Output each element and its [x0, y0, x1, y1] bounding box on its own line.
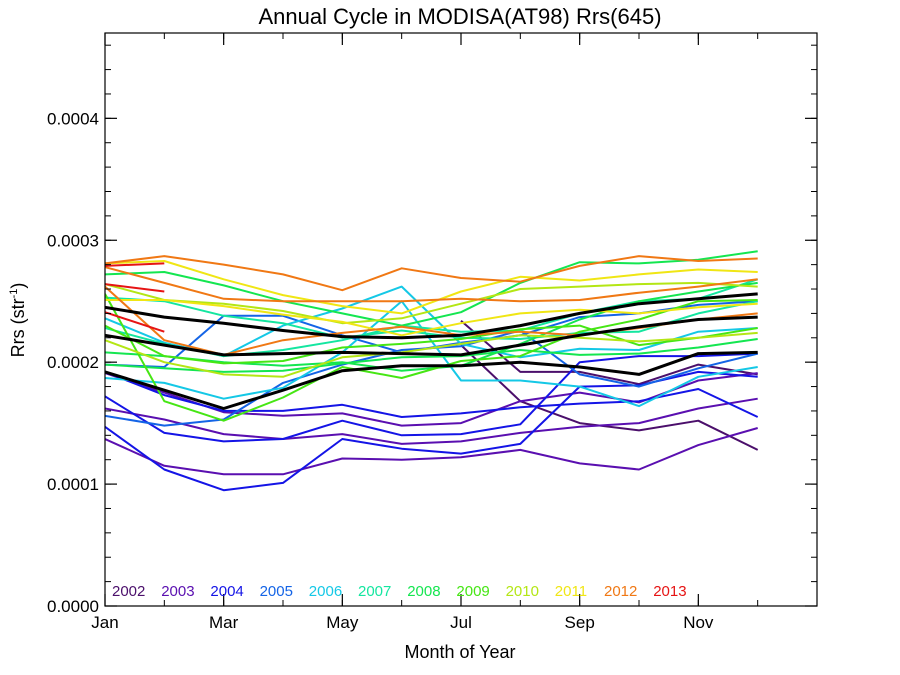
reference-line-2 [105, 315, 758, 357]
legend-entry-2008: 2008 [407, 583, 440, 600]
series-line-2011-2 [105, 260, 758, 315]
y-tick-label: 0.0001 [47, 475, 99, 494]
series-layer [105, 250, 759, 492]
legend-entry-2011: 2011 [555, 583, 587, 600]
series-line-2012-2 [105, 255, 758, 292]
series-line-2009-1 [105, 293, 758, 422]
series-line-2002-2 [460, 344, 759, 451]
series-line-2010-2 [105, 281, 758, 325]
x-tick-label: Jan [91, 613, 118, 632]
reference-line-1 [105, 292, 758, 340]
series-2009 [105, 293, 758, 422]
y-tick-label: 0.0004 [47, 109, 99, 128]
series-line-2013-2 [105, 283, 165, 293]
chart-title: Annual Cycle in MODISA(AT98) Rrs(645) [258, 4, 661, 29]
series-line-2008-1 [105, 338, 758, 373]
series-2003 [105, 372, 758, 476]
series-line-2004-3 [105, 370, 759, 418]
x-axis-label: Month of Year [404, 642, 515, 662]
y-tick-label: 0.0002 [47, 353, 99, 372]
x-tick-label: Sep [565, 613, 595, 632]
series-line-2013-3 [105, 311, 165, 333]
legend-entry-2010: 2010 [506, 583, 539, 600]
y-axis-label-superscript: -1 [8, 289, 20, 299]
reference-line-3 [105, 350, 758, 410]
legend-entry-2004: 2004 [210, 583, 243, 600]
series-line-2009-2 [105, 324, 758, 365]
legend-entry-2013: 2013 [653, 583, 686, 600]
series-2010 [105, 281, 758, 378]
series-line-2003-1 [105, 427, 758, 476]
axis-ticks: Jan Mar May Jul Sep Nov 0.0000 0.0001 0.0002 0.00… [47, 33, 818, 632]
series-line-2004-1 [105, 370, 758, 492]
y-axis-label-suffix: ) [8, 283, 28, 289]
x-tick-label: Nov [683, 613, 714, 632]
legend-entry-2012: 2012 [604, 583, 637, 600]
series-line-2004-2 [105, 352, 758, 443]
x-tick-label: May [326, 613, 359, 632]
legend-entry-2009: 2009 [456, 583, 489, 600]
series-line-2013-1 [105, 262, 165, 267]
y-tick-label: 0.0003 [47, 231, 99, 250]
legend-entry-2005: 2005 [260, 583, 293, 600]
legend: 2002 2003 2004 2005 2006 2007 2008 2009 2010 2011… [112, 583, 687, 600]
series-line-2012-1 [105, 266, 758, 303]
legend-entry-2007: 2007 [358, 583, 391, 600]
x-tick-label: Jul [450, 613, 472, 632]
y-axis-label-main: Rrs (str [8, 298, 28, 357]
legend-entry-2002: 2002 [112, 583, 145, 600]
y-tick-label: 0.0000 [47, 597, 99, 616]
y-axis-label: Rrs (str-1) [8, 283, 28, 358]
legend-entry-2006: 2006 [309, 583, 342, 600]
series-line-2003-2 [105, 397, 758, 445]
series-line-2010-1 [105, 331, 758, 378]
series-2011 [105, 260, 758, 337]
series-2013 [105, 262, 165, 333]
x-tick-label: Mar [209, 613, 239, 632]
series-line-2007-2 [105, 296, 758, 340]
series-line-2011-1 [105, 299, 758, 337]
reference-lines [105, 292, 758, 410]
legend-entry-2003: 2003 [161, 583, 194, 600]
series-line-2008-2 [105, 250, 758, 327]
